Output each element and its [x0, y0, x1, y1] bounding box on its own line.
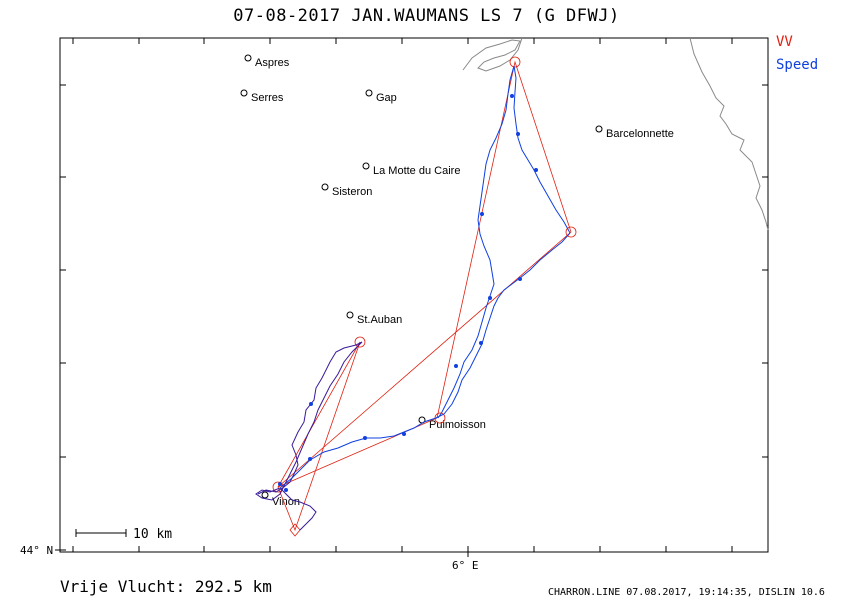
place-label-st-auban: St.Auban [357, 314, 402, 326]
lon-label: 6° E [452, 559, 479, 572]
distance-summary: Vrije Vlucht: 292.5 km [60, 577, 272, 596]
place-marker-serres [240, 89, 248, 97]
scale-bar [75, 529, 127, 537]
lat-ticks [55, 84, 768, 551]
place-label-puimoisson: Puimoisson [429, 419, 486, 431]
border-line-right [689, 37, 769, 231]
place-label-la-motte-du-caire: La Motte du Caire [373, 165, 460, 177]
place-label-barcelonnette: Barcelonnette [606, 128, 674, 140]
map-title: 07-08-2017 JAN.WAUMANS LS 7 (G DFWJ) [233, 6, 620, 26]
legend-vv: VV [776, 34, 793, 50]
credits-line: CHARRON.LINE 07.08.2017, 19:14:35, DISLI… [548, 587, 825, 598]
lon-ticks [72, 38, 733, 557]
speed-dots [278, 94, 538, 492]
place-label-vinon: Vinon [272, 496, 300, 508]
turnpoint-marker-2 [565, 226, 577, 238]
legend-speed: Speed [776, 57, 819, 73]
finish-marker [289, 523, 301, 537]
place-marker-st-auban [346, 311, 354, 319]
lat-label: 44° N [20, 544, 53, 557]
map-frame [59, 37, 769, 553]
place-marker-sisteron [321, 183, 329, 191]
place-label-serres: Serres [251, 92, 284, 104]
place-marker-la-motte-du-caire [362, 162, 370, 170]
turnpoint-marker-3 [509, 56, 521, 68]
scale-label: 10 km [133, 527, 172, 542]
flight-track-east [279, 65, 571, 489]
place-label-sisteron: Sisteron [332, 186, 372, 198]
border-line-top [462, 37, 523, 72]
place-label-gap: Gap [376, 92, 397, 104]
flight-track-south [255, 341, 363, 531]
turnpoint-marker-1 [354, 336, 366, 348]
place-marker-barcelonnette [595, 125, 603, 133]
place-label-aspres: Aspres [255, 57, 290, 69]
place-marker-aspres [244, 54, 252, 62]
place-marker-gap [365, 89, 373, 97]
task-legs [277, 60, 572, 532]
place-marker-vinon [261, 491, 269, 499]
